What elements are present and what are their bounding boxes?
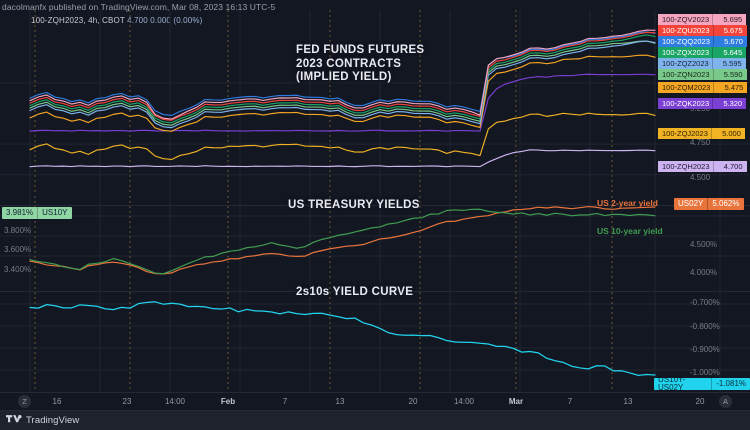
price-tag-symbol: 100-ZQM2023 [658,82,714,93]
pane-separator-1 [0,205,750,206]
price-tag-symbol: 100-ZQU2023 [658,25,713,36]
yields-plot [0,196,750,281]
price-tag-symbol: 100-ZQN2023 [658,69,713,80]
footer-bar: TradingView [0,410,750,430]
time-axis-label-10: 13 [623,397,633,406]
time-axis[interactable]: Z A 16 23 14:00 Feb 7 13 20 14:00 Mar 7 13 20 [0,392,750,410]
axis-tick-curve-1000: -1.000% [690,368,720,377]
ticker-symbol: 100-ZQH2023, 4h, CBOT [31,16,125,25]
tradingview-mark-icon [6,415,22,423]
pane-fed-funds-futures[interactable] [0,10,750,195]
price-tag-100-zqh2023[interactable]: 100-ZQH2023 4.700 [658,161,747,172]
ticker-change: 0.000 (0.00%) [150,16,203,25]
status-badge-us02y[interactable]: US02Y 5.062% [674,198,744,210]
auto-scale-badge[interactable]: A [719,395,732,408]
axis-tick-futures-4500: 4.500 [690,173,711,182]
us10y-symbol: US10Y [37,207,71,219]
price-tag-100-zqv2023[interactable]: 100-ZQV2023 5.695 [658,14,747,25]
tradingview-wordmark: TradingView [26,415,80,426]
axis-tick-yields-4500: 4.500% [690,240,718,249]
page-title-curve: 2s10s YIELD CURVE [296,286,414,298]
time-axis-label-1: 23 [122,397,132,406]
price-tag-value: 5.670 [712,36,747,47]
price-tag-value: 5.000 [710,128,745,139]
price-tag-100-zqq2023[interactable]: 100-ZQQ2023 5.670 [658,36,747,47]
curve-plot [0,282,750,392]
spread-value: -1.081% [711,378,750,390]
ticker-legend[interactable]: 100-ZQH2023, 4h, CBOT 4.700 0.000 (0.00%… [31,16,202,25]
price-tag-value: 4.700 [712,161,747,172]
price-tag-100-zqx2023[interactable]: 100-ZQX2023 5.645 [658,47,747,58]
price-tag-value: 5.595 [711,58,746,69]
us02y-value: 5.062% [707,198,743,210]
time-axis-label-2: 14:00 [164,397,186,406]
time-axis-label-6: 20 [408,397,418,406]
axis-tick-curve-0900: -0.900% [690,345,720,354]
price-tag-100-zqj2023[interactable]: 100-ZQJ2023 5.000 [658,128,745,139]
price-tag-value: 5.695 [712,14,747,25]
price-tag-symbol: 100-ZQZ2023 [658,58,712,69]
axis-tick-futures-4750: 4.750 [690,138,711,147]
price-tag-symbol: 100-ZQQ2023 [658,36,713,47]
status-badge-us10y[interactable]: 3.981% US10Y [2,207,72,219]
price-tag-symbol: 100-ZQH2023 [658,161,713,172]
time-axis-label-0: 16 [52,397,62,406]
us10y-value: 3.981% [6,208,34,217]
page-title-yields: US TREASURY YIELDS [288,199,420,211]
ticker-last-price: 4.700 [127,16,148,25]
time-axis-label-8: Mar [508,397,524,406]
pane-2s10s-yield-curve[interactable] [0,282,750,392]
price-tag-100-zqm2023[interactable]: 100-ZQM2023 5.475 [658,82,748,93]
time-axis-label-7: 14:00 [453,397,475,406]
price-tag-value: 5.320 [712,98,747,109]
price-tag-100-zqn2023[interactable]: 100-ZQN2023 5.590 [658,69,747,80]
chart-stage [0,10,750,392]
price-tag-symbol: 100-ZQX2023 [658,47,713,58]
time-axis-label-5: 13 [335,397,345,406]
axis-tick-yields-3600: 3.600% [4,245,32,254]
price-tag-100-zqz2023[interactable]: 100-ZQZ2023 5.595 [658,58,746,69]
price-tag-value: 5.590 [712,69,747,80]
us02y-symbol: US02Y [678,199,704,208]
time-axis-label-9: 7 [567,397,573,406]
timezone-badge-left[interactable]: Z [18,395,31,408]
time-axis-label-3: Feb [220,397,236,406]
pane-us-treasury-yields[interactable] [0,196,750,281]
time-axis-label-11: 20 [695,397,705,406]
time-axis-label-4: 7 [282,397,288,406]
price-tag-value: 5.675 [712,25,747,36]
price-tag-value: 5.645 [712,47,747,58]
page-title-futures: FED FUNDS FUTURES 2023 CONTRACTS (IMPLIE… [296,44,425,84]
price-tag-symbol: 100-ZQK2023 [658,98,713,109]
tradingview-logo[interactable]: TradingView [6,415,79,426]
series-note-us-10-year: US 10-year yield [597,226,663,236]
series-note-us-2-year: US 2-year yield [597,198,658,208]
axis-tick-yields-3800: 3.800% [4,226,32,235]
attribution-text: dacolmanfx published on TradingView.com,… [2,2,276,12]
price-tag-100-zqk2023[interactable]: 100-ZQK2023 5.320 [658,98,747,109]
axis-tick-curve-0800: -0.800% [690,322,720,331]
axis-tick-curve-0700: -0.700% [690,298,720,307]
spread-symbol: US10Y-US02Y [658,378,686,390]
pane-separator-2 [0,291,750,292]
price-tag-value: 5.475 [713,82,748,93]
status-badge-2s10s[interactable]: US10Y-US02Y -1.081% [654,378,750,390]
price-tag-symbol: 100-ZQV2023 [658,14,713,25]
price-tag-symbol: 100-ZQJ2023 [658,128,711,139]
axis-tick-yields-3400: 3.400% [4,265,32,274]
price-tag-100-zqu2023[interactable]: 100-ZQU2023 5.675 [658,25,747,36]
axis-tick-yields-4000: 4.000% [690,268,718,277]
futures-plot [0,10,750,195]
